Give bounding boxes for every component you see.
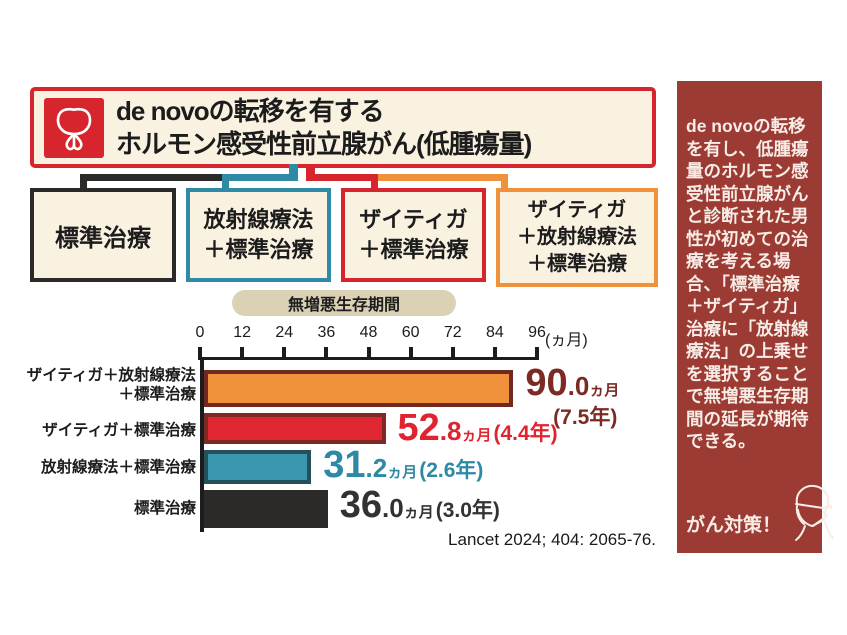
x-tick-mark: [408, 347, 413, 360]
bar-label-line: ザイティガ＋放射線療法: [26, 367, 196, 384]
treatment-box-label: ザイティガ: [527, 199, 627, 221]
x-tick-mark: [366, 347, 371, 360]
bar-label-line: ＋標準治療: [118, 386, 196, 403]
treatment-box-standard: 標準治療: [30, 188, 176, 282]
doctor-icon: [783, 482, 835, 548]
bar-value-label: 52.8ヵ月(4.4年): [398, 407, 558, 450]
treatment-box-zytiga-radiation-standard: ザイティガ ＋放射線療法 ＋標準治療: [496, 188, 658, 287]
x-tick-label: 84: [485, 324, 504, 341]
x-axis-ruler: [198, 345, 539, 360]
x-tick-mark: [240, 347, 245, 360]
slogan-text: がん対策！: [686, 514, 782, 536]
bar-row-label: ザイティガ＋標準治療: [0, 421, 196, 440]
connector-stem-teal: [289, 164, 298, 176]
x-axis-labels: 0 12 24 36 48 60 72 84 96: [196, 324, 546, 344]
chart-title-pill: 無増悪生存期間: [232, 290, 456, 316]
bar-standard: [204, 490, 328, 528]
value-months-unit: ヵ月: [387, 464, 418, 481]
x-tick-label: 48: [359, 324, 378, 341]
x-tick-label: 96: [528, 324, 546, 341]
value-months-dec: .8: [439, 416, 462, 446]
value-years: (4.4年): [493, 422, 558, 445]
value-months-dec: .0: [567, 371, 590, 401]
connector-rail-orange: [378, 174, 508, 181]
bar-value-label: 90.0ヵ月 (7.5年): [525, 362, 619, 431]
bar-value-label: 31.2ヵ月(2.6年): [323, 444, 483, 487]
x-axis-unit: (ヵ月): [545, 332, 588, 349]
x-tick-mark: [492, 347, 497, 360]
bar-label-line: 放射線療法＋標準治療: [40, 459, 196, 476]
value-months-int: 36: [339, 484, 383, 526]
connector-rail-red: [306, 174, 378, 181]
y-axis-line: [200, 358, 204, 532]
x-tick-mark: [198, 347, 202, 360]
connector-drop-teal: [222, 174, 229, 191]
title-line-2: ホルモン感受性前立腺がん(低腫瘍量): [116, 128, 532, 159]
x-tick-label: 24: [275, 324, 294, 341]
bar-zytiga-standard: [204, 413, 386, 444]
value-months-dec: .0: [382, 493, 404, 523]
treatment-box-radiation-standard: 放射線療法 ＋標準治療: [186, 188, 331, 282]
title-box: de novoの転移を有する ホルモン感受性前立腺がん(低腫瘍量): [30, 87, 656, 168]
citation: Lancet 2024; 404: 2065-76.: [448, 530, 656, 549]
x-tick-label: 72: [443, 324, 462, 341]
x-tick-mark: [450, 347, 455, 360]
bar-row-label: 放射線療法＋標準治療: [0, 458, 196, 477]
bar-row-label: 標準治療: [0, 499, 196, 518]
treatment-box-label: 放射線療法: [203, 207, 314, 232]
x-tick-label: 60: [401, 324, 420, 341]
chart-title: 無増悪生存期間: [287, 297, 400, 314]
commentary-text: de novoの転移を有し、低腫瘍量のホルモン感受性前立腺がんと診断された男性が…: [686, 116, 809, 451]
x-tick-label: 0: [195, 324, 205, 341]
connector-drop-orange: [501, 174, 508, 191]
x-tick-mark: [324, 347, 329, 360]
bar-radiation-standard: [204, 450, 312, 484]
sidebar-footer: がん対策！: [677, 482, 835, 548]
value-months-unit: ヵ月: [461, 427, 492, 444]
page-title: de novoの転移を有する ホルモン感受性前立腺がん(低腫瘍量): [116, 95, 532, 161]
connector-stem-red: [306, 164, 315, 176]
connector-rail-black: [80, 174, 222, 181]
value-months-unit: ヵ月: [403, 504, 434, 521]
value-months-int: 31: [323, 444, 366, 486]
commentary-sidebar: de novoの転移を有し、低腫瘍量のホルモン感受性前立腺がんと診断された男性が…: [677, 81, 835, 553]
prostate-icon: [44, 97, 104, 158]
connector-drop-red: [371, 174, 378, 191]
bar-row-label: ザイティガ＋放射線療法 ＋標準治療: [0, 366, 196, 404]
treatment-box-label: ザイティガ: [359, 207, 468, 232]
connector-drop-black: [80, 174, 87, 191]
connector-rail-teal: [222, 174, 298, 181]
x-tick-mark: [282, 347, 287, 360]
x-tick-label: 12: [233, 324, 252, 341]
bar-value-label: 36.0ヵ月(3.0年): [340, 484, 500, 527]
treatment-box-label: ＋標準治療: [358, 237, 469, 262]
bar-label-line: 標準治療: [133, 500, 196, 517]
treatment-box-label: ＋放射線療法: [517, 226, 637, 248]
value-months-int: 52: [397, 407, 440, 449]
value-years: (2.6年): [419, 459, 484, 482]
title-line-1: de novoの転移を有する: [116, 95, 385, 126]
x-tick-label: 36: [317, 324, 336, 341]
treatment-box-label: ＋標準治療: [527, 253, 627, 275]
value-months-dec: .2: [365, 453, 388, 483]
value-years: (7.5年): [553, 406, 618, 429]
value-months-int: 90: [525, 362, 568, 404]
x-tick-mark: [535, 347, 539, 360]
bar-zytiga-radiation-standard: [204, 370, 514, 407]
treatment-box-zytiga-standard: ザイティガ ＋標準治療: [341, 188, 486, 282]
treatment-box-label: ＋標準治療: [203, 237, 314, 262]
value-months-unit: ヵ月: [589, 382, 620, 399]
bar-label-line: ザイティガ＋標準治療: [42, 422, 196, 439]
value-years: (3.0年): [435, 499, 500, 522]
treatment-box-label: 標準治療: [55, 224, 151, 252]
